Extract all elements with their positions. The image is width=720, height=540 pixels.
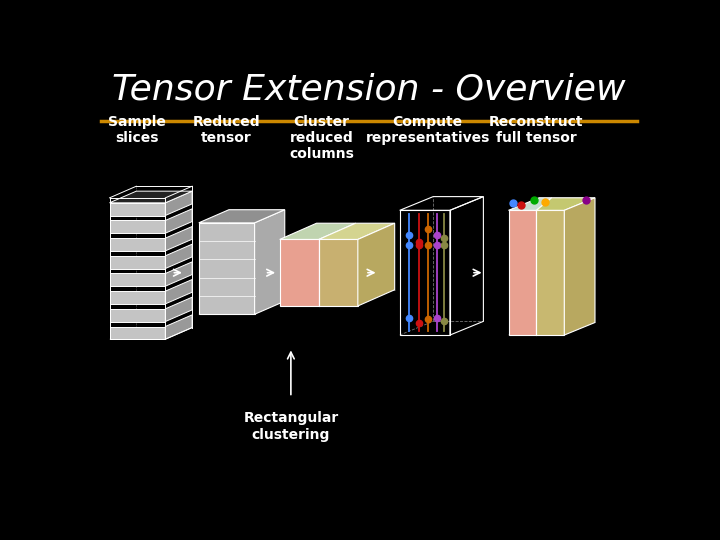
Polygon shape xyxy=(199,210,284,223)
Polygon shape xyxy=(109,203,166,215)
Text: Sample
slices: Sample slices xyxy=(109,114,166,145)
Polygon shape xyxy=(508,210,536,335)
Polygon shape xyxy=(166,244,192,268)
FancyArrowPatch shape xyxy=(174,269,180,276)
Polygon shape xyxy=(109,327,166,339)
Polygon shape xyxy=(536,198,595,210)
Polygon shape xyxy=(199,223,255,314)
Polygon shape xyxy=(279,223,356,239)
Polygon shape xyxy=(109,309,166,321)
Polygon shape xyxy=(279,239,319,306)
Polygon shape xyxy=(109,191,192,203)
FancyArrowPatch shape xyxy=(473,269,480,276)
Polygon shape xyxy=(358,223,395,306)
Polygon shape xyxy=(166,191,192,215)
Text: Reduced
tensor: Reduced tensor xyxy=(193,114,261,145)
Polygon shape xyxy=(564,198,595,335)
Polygon shape xyxy=(166,297,192,321)
Polygon shape xyxy=(319,239,358,306)
Polygon shape xyxy=(109,291,166,304)
Polygon shape xyxy=(255,210,284,314)
Polygon shape xyxy=(109,238,166,251)
Text: Rectangular
clustering: Rectangular clustering xyxy=(243,411,338,442)
FancyArrowPatch shape xyxy=(266,269,274,276)
Polygon shape xyxy=(166,262,192,286)
FancyArrowPatch shape xyxy=(367,269,374,276)
Polygon shape xyxy=(166,209,192,233)
Polygon shape xyxy=(109,220,166,233)
Polygon shape xyxy=(166,280,192,304)
Text: Reconstruct
full tensor: Reconstruct full tensor xyxy=(489,114,584,145)
Polygon shape xyxy=(319,223,395,239)
Polygon shape xyxy=(109,273,166,286)
Polygon shape xyxy=(166,315,192,339)
Polygon shape xyxy=(109,256,166,268)
Polygon shape xyxy=(508,198,552,210)
Polygon shape xyxy=(536,210,564,335)
Text: Cluster
reduced
columns: Cluster reduced columns xyxy=(289,114,354,161)
Text: Tensor Extension - Overview: Tensor Extension - Overview xyxy=(112,73,626,107)
Text: Compute
representatives: Compute representatives xyxy=(366,114,490,145)
Polygon shape xyxy=(166,226,192,251)
